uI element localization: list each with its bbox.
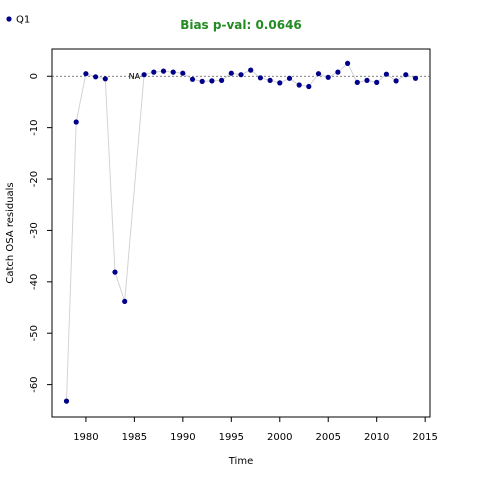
na-label: NA: [129, 72, 141, 81]
x-tick-label: 2005: [316, 432, 341, 443]
y-axis-label: Catch OSA residuals: [5, 182, 16, 283]
data-point: [325, 74, 331, 80]
data-point: [170, 69, 176, 75]
data-point: [73, 119, 79, 125]
data-point: [248, 67, 254, 73]
y-tick-label: -10: [29, 119, 40, 135]
data-point: [277, 80, 283, 86]
legend-entry: Q1: [16, 15, 30, 26]
data-point: [160, 68, 167, 74]
data-point: [238, 72, 244, 78]
x-tick-label: 2015: [412, 432, 437, 443]
series-points-q1: [63, 60, 419, 404]
data-point: [102, 76, 108, 82]
y-tick-label: -60: [29, 376, 40, 392]
data-point: [83, 71, 89, 77]
data-point: [306, 83, 312, 90]
data-point: [189, 76, 196, 82]
data-point: [335, 69, 341, 75]
x-tick-label: 1995: [219, 432, 244, 443]
x-tick-label: 2010: [364, 432, 389, 443]
series-line-q1: [66, 62, 416, 402]
data-point: [151, 69, 157, 75]
data-point: [199, 78, 205, 84]
data-point: [412, 75, 419, 81]
chart-title: Bias p-val: 0.0646: [180, 18, 302, 32]
x-tick-label: 1980: [73, 432, 98, 443]
plot-frame: [51, 48, 431, 418]
x-axis-label: Time: [228, 456, 253, 467]
data-point: [267, 77, 273, 83]
x-axis: 1980 1985 1990 1995 2000 2005 2010 2015: [73, 417, 438, 443]
data-point: [364, 77, 370, 83]
data-point: [345, 60, 351, 66]
data-point: [374, 79, 380, 85]
data-point: [228, 70, 234, 76]
data-point: [286, 75, 293, 81]
y-tick-label: 0: [29, 73, 40, 79]
x-tick-label: 1990: [170, 432, 195, 443]
data-point: [315, 71, 322, 77]
y-tick-label: -40: [29, 274, 40, 290]
data-point: [219, 77, 225, 83]
data-point: [393, 78, 399, 84]
data-point: [296, 82, 302, 88]
data-point: [383, 71, 389, 77]
y-tick-label: -30: [29, 222, 40, 238]
x-tick-label: 1985: [122, 432, 147, 443]
data-point: [122, 298, 128, 304]
y-tick-label: -20: [29, 171, 40, 187]
data-point: [209, 78, 215, 84]
data-point: [354, 79, 360, 85]
legend-marker: [6, 16, 12, 22]
data-point: [93, 74, 99, 80]
data-point: [141, 72, 147, 78]
x-tick-label: 2000: [267, 432, 292, 443]
legend: Q1: [6, 15, 30, 26]
data-point: [63, 398, 70, 404]
data-point: [257, 75, 263, 81]
data-point: [180, 70, 186, 76]
y-tick-label: -50: [29, 325, 40, 341]
data-point: [403, 72, 409, 78]
data-point: [112, 269, 118, 275]
y-axis: 0 -10 -20 -30 -40 -50 -60: [29, 73, 52, 393]
